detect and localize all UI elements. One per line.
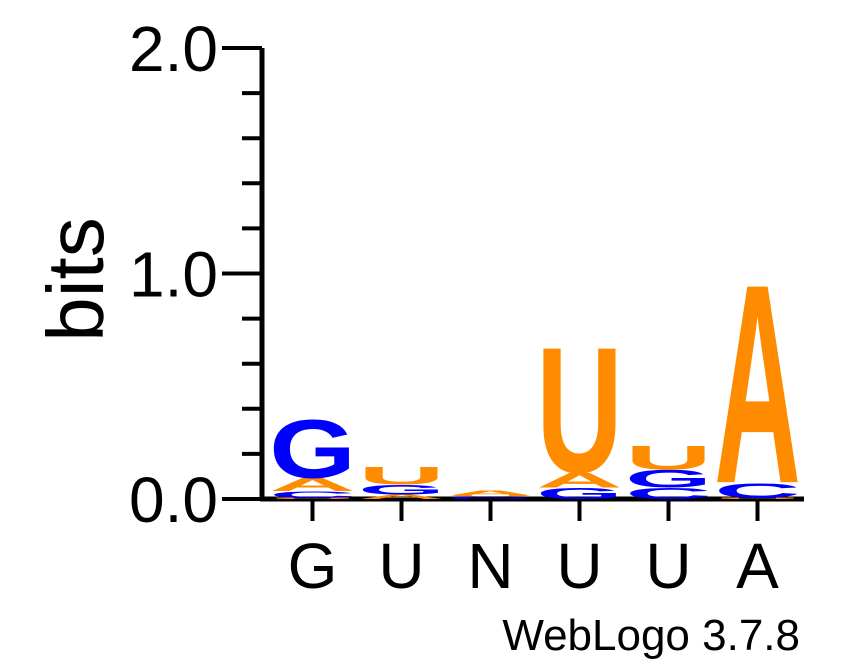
- x-tick-label-0: G: [288, 530, 338, 602]
- logo-letter-U: U: [536, 311, 623, 511]
- y-minor-ticks: [222, 48, 262, 499]
- logo-letter-G: G: [269, 402, 356, 495]
- x-tick-label-2: N: [467, 530, 513, 602]
- logo-letter-U: U: [358, 462, 445, 489]
- y-tick-label-2: 2.0: [129, 13, 218, 85]
- logo-letter-A: A: [714, 227, 801, 544]
- logo-letter-U: U: [625, 439, 712, 477]
- y-axis-label: bits: [31, 217, 120, 342]
- logo-column-5: UCA: [714, 227, 801, 544]
- logo-column-1: AGU: [358, 462, 445, 500]
- x-tick-label-4: U: [645, 530, 691, 602]
- y-axis: 0.0 1.0 2.0 bits: [31, 13, 262, 536]
- logo-letter-A: A: [447, 489, 534, 498]
- y-tick-label-1: 1.0: [129, 239, 218, 311]
- logo-column-4: CGU: [625, 439, 712, 503]
- logo-column-3: GAU: [536, 311, 623, 511]
- x-tick-label-1: U: [378, 530, 424, 602]
- x-tick-label-3: U: [556, 530, 602, 602]
- y-tick-label-0: 0.0: [129, 464, 218, 536]
- x-tick-labels: G U N U U A: [288, 530, 780, 602]
- weblogo-version-label: WebLogo 3.7.8: [502, 611, 800, 660]
